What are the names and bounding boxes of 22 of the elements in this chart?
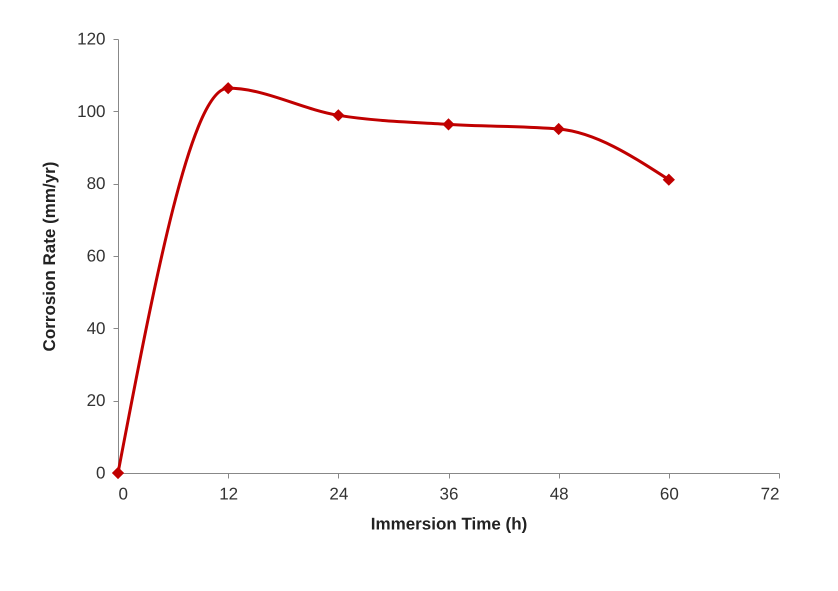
y-tick-label: 80 [86,174,106,194]
x-tick-label: 48 [550,484,569,504]
point [332,109,344,122]
y-axis-title: Corrosion Rate (mm/yr) [40,162,60,352]
point [552,122,565,136]
x-tick-label: 36 [440,484,458,504]
x-tick-label: 72 [760,484,780,504]
x-tick-label: 24 [329,484,348,504]
x-tick-label: 60 [660,484,679,504]
y-tick-label: 40 [86,318,106,338]
y-tick-label: 20 [86,391,106,410]
y-tick-label: 120 [77,30,106,48]
point [112,466,124,480]
point [662,174,675,186]
x-tick-label: 12 [219,484,238,504]
y-tick-label: 60 [86,246,106,266]
y-tick-label: 0 [96,464,106,482]
x-tick-label: 0 [118,484,128,504]
point [222,82,234,94]
x-axis-title: Immersion Time (h) [370,514,528,534]
point [442,118,455,130]
y-tick-label: 100 [77,102,106,121]
